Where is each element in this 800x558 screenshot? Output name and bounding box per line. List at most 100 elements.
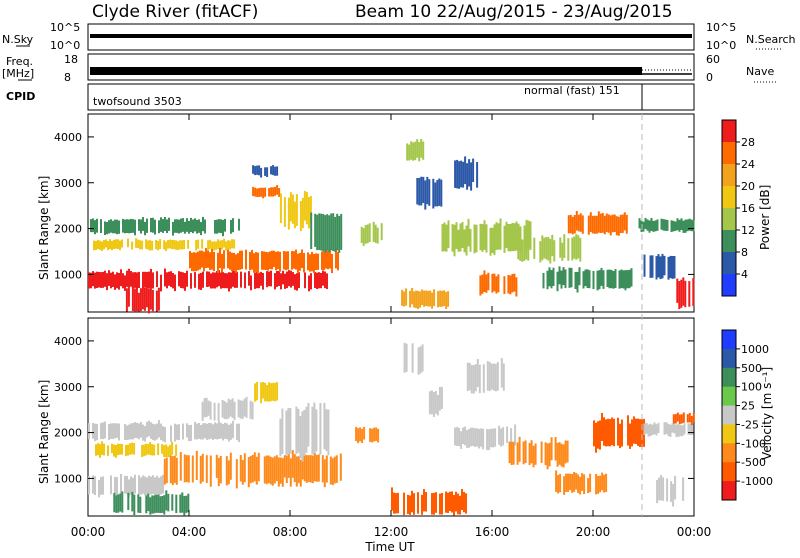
data-cell	[301, 454, 304, 480]
data-cell	[618, 270, 621, 289]
data-cell	[233, 252, 235, 271]
data-cell	[99, 240, 101, 250]
data-cell	[156, 475, 158, 494]
data-cell	[613, 214, 616, 232]
nave-label: Nave	[746, 65, 774, 78]
data-cell	[207, 400, 210, 416]
data-cell	[673, 422, 676, 434]
data-cell	[578, 267, 581, 286]
data-cell	[225, 456, 228, 486]
data-cell	[422, 141, 425, 160]
data-cell	[233, 401, 236, 421]
data-cell	[629, 423, 631, 449]
data-cell	[375, 427, 378, 441]
data-cell	[179, 452, 182, 481]
x-tick-label: 16:00	[475, 525, 510, 539]
data-cell	[94, 476, 96, 496]
data-cell	[428, 391, 431, 415]
colorbar-segment	[722, 424, 736, 444]
data-cell	[182, 272, 184, 289]
data-cell	[482, 428, 485, 450]
data-cell	[219, 248, 221, 269]
data-cell	[126, 270, 128, 287]
data-cell	[102, 422, 104, 440]
data-cell	[380, 223, 383, 241]
data-cell	[184, 273, 186, 291]
data-cell	[161, 443, 164, 454]
data-cell	[223, 238, 226, 248]
data-cell	[131, 442, 134, 455]
data-cell	[473, 224, 476, 254]
data-cell	[104, 221, 106, 235]
data-cell	[239, 455, 242, 482]
data-cell	[553, 240, 556, 262]
data-cell	[672, 414, 675, 424]
data-cell	[142, 424, 144, 441]
colorbar-segment	[722, 164, 736, 187]
data-cell	[231, 398, 234, 419]
data-cell	[152, 272, 154, 289]
data-cell	[682, 277, 685, 306]
data-cell	[135, 238, 138, 248]
range-time-band	[517, 233, 582, 264]
data-cell	[510, 441, 513, 465]
data-cell	[138, 219, 140, 231]
data-cell	[108, 220, 110, 234]
data-cell	[443, 222, 446, 252]
data-cell	[324, 215, 327, 253]
data-cell	[142, 475, 144, 494]
data-cell	[462, 427, 465, 444]
data-cell	[495, 222, 498, 250]
data-cell	[474, 428, 477, 447]
data-cell	[130, 423, 132, 440]
data-cell	[493, 224, 496, 256]
data-cell	[422, 176, 425, 203]
data-cell	[160, 217, 162, 232]
data-cell	[288, 270, 290, 287]
data-cell	[646, 219, 649, 231]
data-cell	[461, 222, 464, 248]
data-cell	[272, 382, 275, 401]
data-cell	[94, 220, 96, 235]
data-cell	[544, 442, 547, 466]
data-cell	[423, 290, 426, 307]
data-cell	[212, 272, 214, 289]
y-tick-label: 2000	[54, 427, 82, 440]
data-cell	[260, 187, 263, 197]
data-cell	[268, 271, 270, 287]
data-cell	[253, 452, 256, 482]
data-cell	[249, 455, 252, 484]
data-cell	[196, 423, 198, 440]
data-cell	[291, 251, 293, 270]
data-cell	[201, 239, 204, 249]
data-cell	[129, 443, 132, 455]
data-cell	[277, 457, 280, 487]
data-cell	[690, 416, 693, 426]
data-cell	[563, 234, 566, 258]
data-cell	[130, 271, 132, 287]
data-cell	[464, 156, 467, 185]
data-cell	[298, 272, 300, 289]
data-cell	[220, 422, 222, 439]
data-cell	[617, 417, 619, 446]
data-cell	[160, 423, 162, 441]
data-cell	[150, 268, 152, 288]
colorbar-segment	[722, 252, 736, 275]
range-time-band	[479, 270, 518, 297]
data-cell	[548, 267, 551, 287]
data-cell	[180, 218, 182, 233]
data-cell	[98, 272, 100, 288]
data-cell	[613, 418, 615, 447]
data-cell	[362, 228, 365, 246]
data-cell	[472, 365, 475, 394]
data-cell	[117, 239, 119, 249]
data-cell	[513, 273, 516, 292]
data-cell	[112, 423, 114, 439]
data-cell	[153, 444, 156, 456]
data-cell	[127, 238, 129, 248]
data-cell	[301, 249, 303, 269]
data-cell	[517, 233, 520, 260]
data-cell	[237, 399, 240, 418]
data-cell	[524, 440, 527, 463]
data-cell	[148, 475, 150, 494]
